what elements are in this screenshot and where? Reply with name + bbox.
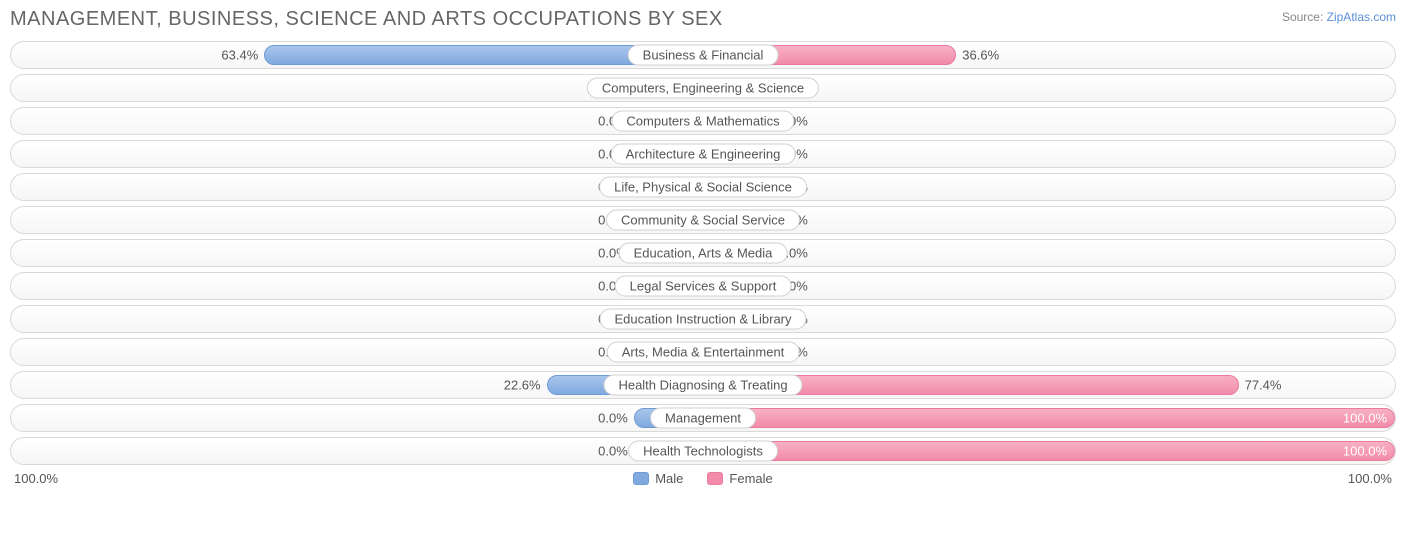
male-pct-label: 0.0% (598, 444, 628, 459)
category-pill: Education Instruction & Library (599, 309, 806, 330)
bar-row: 0.0%0.0%Community & Social Service (10, 206, 1396, 234)
occupations-by-sex-chart: MANAGEMENT, BUSINESS, SCIENCE AND ARTS O… (0, 0, 1406, 490)
male-pct-label: 0.0% (598, 411, 628, 426)
axis-row: 100.0% Male Female 100.0% (10, 471, 1396, 486)
category-pill: Computers & Mathematics (611, 111, 794, 132)
bar-row: 0.0%0.0%Life, Physical & Social Science (10, 173, 1396, 201)
chart-title: MANAGEMENT, BUSINESS, SCIENCE AND ARTS O… (10, 8, 723, 31)
male-pct-label: 22.6% (504, 378, 541, 393)
bar-row: 0.0%0.0%Legal Services & Support (10, 272, 1396, 300)
category-pill: Community & Social Service (606, 210, 800, 231)
female-bar (703, 408, 1395, 428)
female-pct-label: 100.0% (1343, 411, 1387, 426)
axis-left-label: 100.0% (14, 471, 58, 486)
bar-row: 0.0%0.0%Architecture & Engineering (10, 140, 1396, 168)
female-bar (703, 441, 1395, 461)
female-pct-label: 36.6% (962, 48, 999, 63)
bar-row: 0.0%0.0%Education Instruction & Library (10, 305, 1396, 333)
bar-row: 63.4% 36.6% Business & Financial (10, 41, 1396, 69)
female-pct-label: 77.4% (1245, 378, 1282, 393)
category-pill: Arts, Media & Entertainment (607, 342, 800, 363)
legend-female: Female (707, 471, 772, 486)
axis-right-label: 100.0% (1348, 471, 1392, 486)
bar-row: 0.0%0.0%Education, Arts & Media (10, 239, 1396, 267)
category-pill: Legal Services & Support (615, 276, 792, 297)
category-pill: Health Diagnosing & Treating (603, 375, 802, 396)
legend-male-label: Male (655, 471, 683, 486)
male-pct-label: 63.4% (221, 48, 258, 63)
bar-row: 0.0% 100.0% Health Technologists (10, 437, 1396, 465)
female-pct-label: 100.0% (1343, 444, 1387, 459)
male-swatch-icon (633, 472, 649, 485)
legend-male: Male (633, 471, 683, 486)
source-value: ZipAtlas.com (1327, 10, 1396, 24)
bar-row: 0.0%0.0%Arts, Media & Entertainment (10, 338, 1396, 366)
legend-female-label: Female (729, 471, 772, 486)
bar-row: 22.6% 77.4% Health Diagnosing & Treating (10, 371, 1396, 399)
category-pill: Health Technologists (628, 441, 778, 462)
female-swatch-icon (707, 472, 723, 485)
chart-source: Source: ZipAtlas.com (1282, 8, 1396, 24)
bar-row: 0.0% 100.0% Management (10, 404, 1396, 432)
category-pill: Education, Arts & Media (619, 243, 788, 264)
category-pill: Computers, Engineering & Science (587, 78, 819, 99)
chart-rows: 63.4%36.6%Business & Financial0.0%0.0%Co… (10, 41, 1396, 465)
bar-row: 0.0%0.0%Computers & Mathematics (10, 107, 1396, 135)
source-label: Source: (1282, 10, 1323, 24)
category-pill: Life, Physical & Social Science (599, 177, 807, 198)
bar-row: 0.0%0.0%Computers, Engineering & Science (10, 74, 1396, 102)
category-pill: Architecture & Engineering (611, 144, 796, 165)
legend: Male Female (633, 471, 773, 486)
category-pill: Business & Financial (628, 45, 779, 66)
chart-header: MANAGEMENT, BUSINESS, SCIENCE AND ARTS O… (10, 8, 1396, 31)
category-pill: Management (650, 408, 756, 429)
